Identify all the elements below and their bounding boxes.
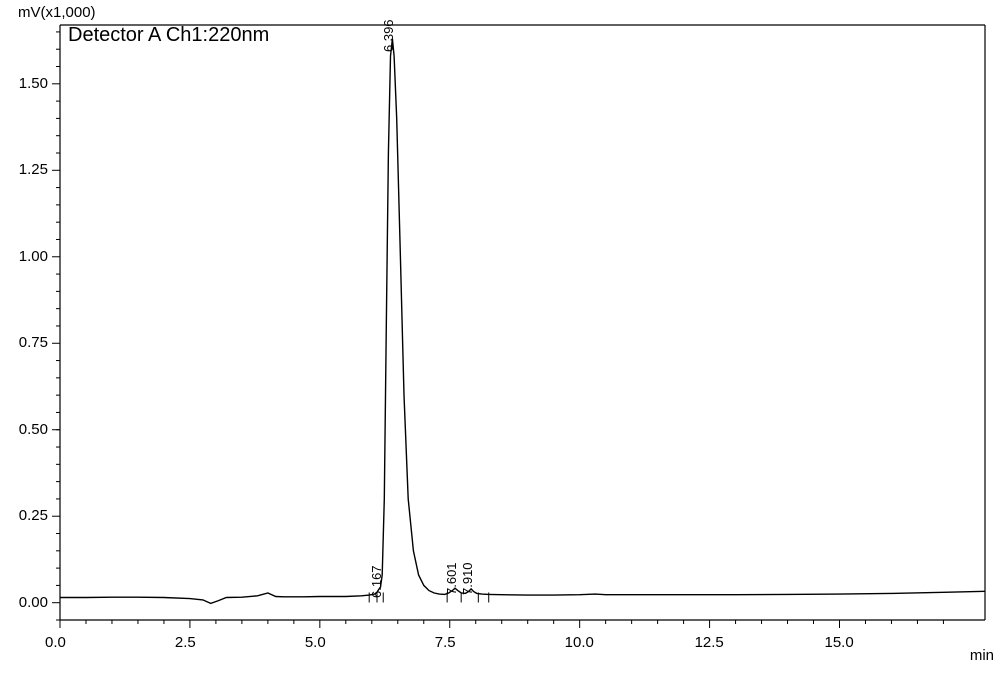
peak-label: 6.167 bbox=[369, 566, 384, 599]
x-tick-label: 7.5 bbox=[435, 634, 456, 651]
y-tick-label: 0.75 bbox=[19, 334, 48, 351]
x-tick-label: 2.5 bbox=[175, 634, 196, 651]
x-tick-label: 5.0 bbox=[305, 634, 326, 651]
y-tick-label: 0.25 bbox=[19, 507, 48, 524]
x-tick-label: 0.0 bbox=[45, 634, 66, 651]
y-tick-label: 1.25 bbox=[19, 161, 48, 178]
y-tick-label: 1.00 bbox=[19, 248, 48, 265]
y-tick-label: 1.50 bbox=[19, 75, 48, 92]
peak-label: 6.396 bbox=[381, 19, 396, 52]
x-tick-label: 10.0 bbox=[565, 634, 594, 651]
y-axis-title: mV(x1,000) bbox=[18, 4, 96, 21]
peak-label: 7.601 bbox=[444, 562, 459, 595]
y-tick-label: 0.00 bbox=[19, 594, 48, 611]
y-tick-label: 0.50 bbox=[19, 421, 48, 438]
chromatogram-plot bbox=[0, 0, 1000, 674]
peak-label: 7.910 bbox=[460, 562, 475, 595]
detector-label: Detector A Ch1:220nm bbox=[68, 24, 269, 47]
x-tick-label: 12.5 bbox=[695, 634, 724, 651]
x-axis-title: min bbox=[970, 647, 994, 664]
x-tick-label: 15.0 bbox=[824, 634, 853, 651]
